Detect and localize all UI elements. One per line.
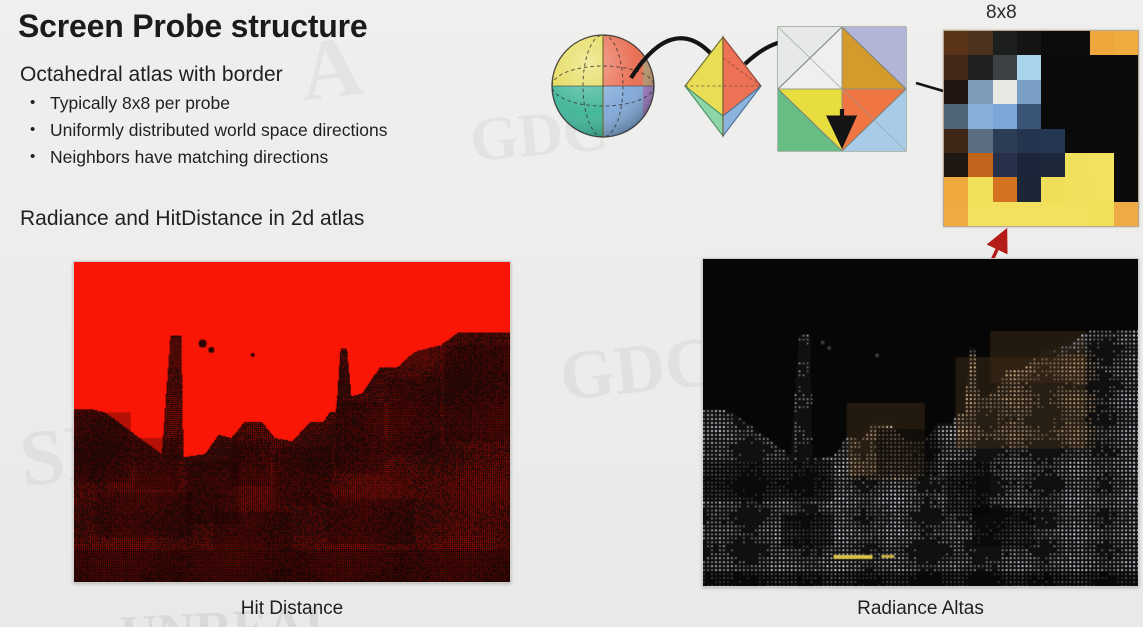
radiance-atlas-canvas bbox=[703, 259, 1138, 586]
probe-cell-0-2 bbox=[992, 31, 1017, 56]
probe-cell-6-3 bbox=[1016, 177, 1041, 202]
radiance-atlas-image bbox=[702, 258, 1139, 587]
probe-cell-1-5 bbox=[1065, 55, 1090, 80]
probe-cell-6-4 bbox=[1041, 177, 1066, 202]
probe-cell-3-7 bbox=[1113, 104, 1138, 129]
probe-cell-5-7 bbox=[1113, 152, 1138, 178]
probe-cell-7-4 bbox=[1041, 201, 1066, 226]
probe-cell-0-5 bbox=[1065, 31, 1090, 56]
probe-cell-2-6 bbox=[1089, 79, 1114, 105]
list-item: Uniformly distributed world space direct… bbox=[24, 116, 388, 144]
probe-cell-0-4 bbox=[1041, 31, 1066, 56]
probe-cell-4-7 bbox=[1113, 128, 1138, 153]
probe-cell-3-1 bbox=[968, 104, 993, 129]
probe-cell-7-6 bbox=[1089, 201, 1114, 226]
section-subheading: Octahedral atlas with border bbox=[20, 63, 283, 86]
probe-cell-0-0 bbox=[944, 31, 969, 56]
probe-cell-6-1 bbox=[968, 177, 993, 202]
probe-cell-5-4 bbox=[1041, 152, 1066, 178]
probe-cell-5-6 bbox=[1089, 152, 1114, 178]
probe-cell-2-2 bbox=[992, 79, 1017, 105]
probe-cell-5-2 bbox=[992, 152, 1017, 178]
list-item: Neighbors have matching directions bbox=[24, 143, 388, 171]
probe-cell-1-1 bbox=[968, 55, 993, 80]
probe-cell-3-6 bbox=[1089, 104, 1114, 129]
probe-cell-4-5 bbox=[1065, 128, 1090, 153]
probe-cell-7-5 bbox=[1065, 201, 1090, 226]
probe-cell-1-4 bbox=[1041, 55, 1066, 80]
probe-cell-5-0 bbox=[944, 152, 969, 178]
probe-cell-6-7 bbox=[1113, 177, 1138, 202]
probe-8x8-grid bbox=[943, 30, 1139, 227]
probe-cell-1-7 bbox=[1113, 55, 1138, 80]
page-title: Screen Probe structure bbox=[18, 8, 368, 44]
probe-cell-0-1 bbox=[968, 31, 993, 56]
probe-cell-7-7 bbox=[1113, 201, 1138, 226]
radiance-atlas-caption: Radiance Altas bbox=[857, 598, 984, 619]
probe-cell-0-6 bbox=[1089, 31, 1114, 56]
probe-cell-6-0 bbox=[944, 177, 969, 202]
probe-cell-3-0 bbox=[944, 104, 969, 129]
octahedron-icon bbox=[684, 35, 762, 138]
probe-cell-3-4 bbox=[1041, 104, 1066, 129]
probe-cell-5-3 bbox=[1016, 152, 1041, 178]
probe-cell-3-3 bbox=[1016, 104, 1041, 129]
probe-cell-4-2 bbox=[992, 128, 1017, 153]
unfolded-atlas-icon bbox=[777, 26, 907, 152]
probe-cell-3-2 bbox=[992, 104, 1017, 129]
probe-cell-4-6 bbox=[1089, 128, 1114, 153]
probe-cell-2-4 bbox=[1041, 79, 1066, 105]
probe-cell-1-6 bbox=[1089, 55, 1114, 80]
probe-cell-1-2 bbox=[992, 55, 1017, 80]
probe-cell-7-2 bbox=[992, 201, 1017, 226]
probe-cell-7-3 bbox=[1016, 201, 1041, 226]
probe-cell-2-1 bbox=[968, 79, 993, 105]
probe-cell-2-3 bbox=[1016, 79, 1041, 105]
probe-cell-6-6 bbox=[1089, 177, 1114, 202]
probe-cell-2-5 bbox=[1065, 79, 1090, 105]
probe-cell-1-0 bbox=[944, 55, 969, 80]
hit-distance-caption: Hit Distance bbox=[240, 598, 344, 619]
probe-cell-3-5 bbox=[1065, 104, 1090, 129]
probe-cell-0-3 bbox=[1016, 31, 1041, 56]
probe-cell-0-7 bbox=[1113, 31, 1138, 56]
list-item: Typically 8x8 per probe bbox=[24, 89, 388, 117]
probe-cell-2-0 bbox=[944, 79, 969, 105]
section-tagline: Radiance and HitDistance in 2d atlas bbox=[20, 207, 365, 230]
probe-cell-4-0 bbox=[944, 128, 969, 153]
watermark-text: GDC bbox=[556, 323, 720, 416]
probe-cell-1-3 bbox=[1016, 55, 1041, 80]
probe-cell-2-7 bbox=[1113, 79, 1138, 105]
probe-cell-5-1 bbox=[968, 152, 993, 178]
probe-cell-4-4 bbox=[1041, 128, 1066, 153]
octahedral-mapping-diagram bbox=[545, 10, 965, 160]
probe-cell-6-2 bbox=[992, 177, 1017, 202]
probe-cell-7-0 bbox=[944, 201, 969, 226]
probe-cell-4-3 bbox=[1016, 128, 1041, 153]
hit-distance-canvas bbox=[74, 262, 510, 582]
probe-cell-4-1 bbox=[968, 128, 993, 153]
probe-cell-7-1 bbox=[968, 201, 993, 226]
probe-cell-5-5 bbox=[1065, 152, 1090, 178]
sphere-icon bbox=[551, 34, 655, 138]
hit-distance-image bbox=[73, 261, 511, 583]
bullet-list: Typically 8x8 per probe Uniformly distri… bbox=[24, 89, 388, 171]
probe-cell-6-5 bbox=[1065, 177, 1090, 202]
diagram-svg bbox=[551, 26, 965, 152]
probe-grid-label: 8x8 bbox=[986, 2, 1017, 23]
